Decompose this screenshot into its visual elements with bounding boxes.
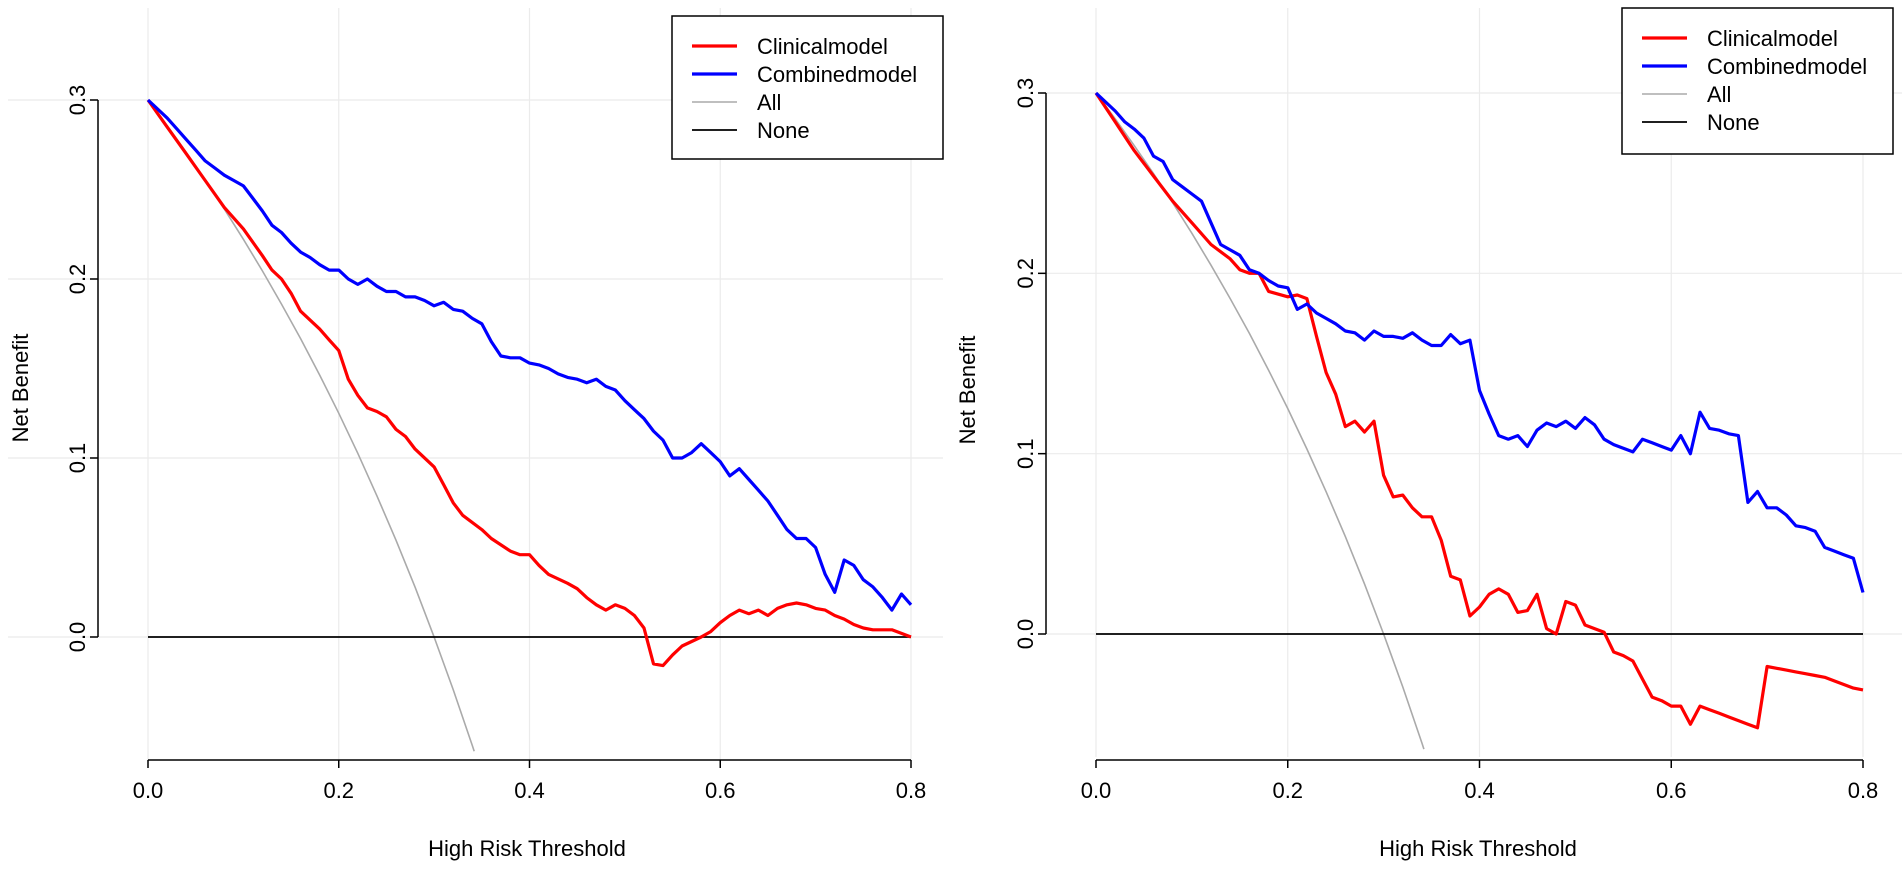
chart2-y-tick-label-3: 0.3: [1013, 78, 1038, 109]
chart2-x-tick-label-4: 0.8: [1848, 778, 1879, 803]
chart1-y-axis-title: Net Benefit: [8, 334, 33, 443]
chart2-y-tick-label-0: 0.0: [1013, 619, 1038, 650]
chart2-series-group: [1094, 91, 1865, 750]
chart1-y-tick-label-0: 0.0: [65, 622, 90, 653]
chart1-series-clinicalmodel: [146, 99, 912, 668]
chart1-y-tick-label-2: 0.2: [65, 264, 90, 295]
chart1-legend-label-combinedmodel: Combinedmodel: [757, 62, 917, 87]
chart1: 0.0 0.2 0.4 0.6 0.8 High Risk Threshold 0.0 0.1…: [8, 8, 944, 861]
chart1-x-tick-label-0: 0.0: [133, 778, 164, 803]
chart1-x-tick-label-3: 0.6: [705, 778, 736, 803]
chart2-legend-label-combinedmodel: Combinedmodel: [1707, 54, 1867, 79]
chart1-x-tick-label-2: 0.4: [514, 778, 545, 803]
chart1-series-all: [147, 99, 475, 752]
chart2-x-tick-label-0: 0.0: [1081, 778, 1112, 803]
chart1-x-tick-label-1: 0.2: [323, 778, 354, 803]
chart1-y-tick-label-3: 0.3: [65, 85, 90, 116]
chart2-x-tick-label-2: 0.4: [1464, 778, 1495, 803]
chart2: 0.0 0.2 0.4 0.6 0.8 High Risk Threshold 0.0 0.1…: [955, 7, 1902, 861]
chart2-legend-label-clinicalmodel: Clinicalmodel: [1707, 26, 1838, 51]
chart2-y-tick-label-2: 0.2: [1013, 258, 1038, 289]
chart2-x-tick-label-1: 0.2: [1272, 778, 1303, 803]
chart2-y-tick-label-1: 0.1: [1013, 438, 1038, 469]
chart2-legend-box: [1621, 7, 1894, 155]
chart2-x-axis-title: High Risk Threshold: [1379, 836, 1577, 861]
chart2-series-combinedmodel: [1094, 91, 1865, 593]
chart1-legend-label-none: None: [757, 118, 810, 143]
chart1-x-tick-label-4: 0.8: [896, 778, 927, 803]
chart2-series-clinicalmodel: [1094, 92, 1864, 730]
chart1-y-tick-label-1: 0.1: [65, 443, 90, 474]
chart1-x-axis-title: High Risk Threshold: [428, 836, 626, 861]
chart2-y-axis-title: Net Benefit: [955, 336, 980, 445]
chart2-legend: Clinicalmodel Combinedmodel All None: [1621, 7, 1894, 155]
chart1-legend-box: [671, 15, 944, 160]
chart2-legend-label-all: All: [1707, 82, 1731, 107]
chart1-series-combinedmodel: [146, 98, 913, 612]
chart1-legend-label-all: All: [757, 90, 781, 115]
chart1-legend: Clinicalmodel Combinedmodel All None: [671, 15, 944, 160]
chart1-series-group: [146, 98, 913, 752]
chart2-legend-label-none: None: [1707, 110, 1760, 135]
chart2-x-tick-label-3: 0.6: [1656, 778, 1687, 803]
chart1-legend-label-clinicalmodel: Clinicalmodel: [757, 34, 888, 59]
